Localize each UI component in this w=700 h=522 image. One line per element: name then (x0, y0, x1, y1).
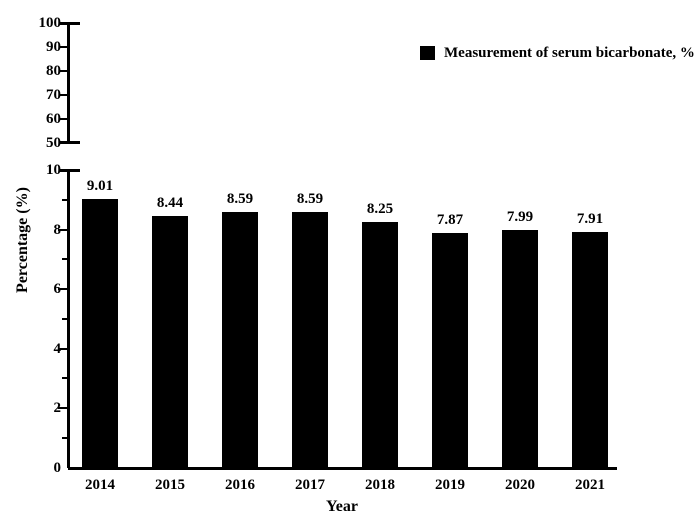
bar-value-label-2015: 8.44 (156, 195, 184, 212)
y-axis-lower-line (67, 170, 70, 468)
y-axis-lower-cap (60, 169, 80, 172)
y-tick-major-8 (58, 228, 67, 231)
bar-value-label-2016: 8.59 (226, 190, 254, 207)
y-tick-minor-3 (62, 377, 67, 380)
bar-value-label-2021: 7.91 (576, 211, 604, 228)
bar-value-label-2014: 9.01 (86, 178, 114, 195)
bar-2021 (572, 232, 608, 468)
y-tick-label-70: 70 (46, 87, 61, 103)
y-tick-upper-90 (59, 46, 67, 48)
bar-2014 (82, 199, 118, 468)
y-tick-label-60: 60 (46, 111, 61, 127)
y-tick-minor-5 (62, 317, 67, 320)
x-tick-label-2020: 2020 (505, 477, 535, 493)
y-tick-label-50: 50 (46, 135, 61, 151)
y-tick-label-8: 8 (53, 221, 62, 238)
x-axis-line (68, 466, 617, 470)
bar-2015 (152, 216, 188, 468)
bar-value-label-2020: 7.99 (506, 208, 534, 225)
bar-2016 (222, 211, 258, 468)
bar-value-label-2017: 8.59 (296, 190, 324, 207)
y-tick-label-6: 6 (53, 281, 62, 297)
x-tick-label-2019: 2019 (435, 477, 465, 493)
x-tick-label-2014: 2014 (85, 477, 115, 493)
x-axis-title: Year (326, 498, 358, 515)
x-tick-label-2016: 2016 (225, 477, 255, 493)
y-tick-upper-70 (59, 94, 67, 96)
legend: Measurement of serum bicarbonate, % (420, 44, 695, 62)
x-tick-label-2015: 2015 (155, 477, 185, 493)
bar-2020 (502, 229, 538, 468)
y-tick-major-6 (58, 288, 67, 290)
y-tick-label-2: 2 (53, 400, 62, 416)
legend-swatch-icon (420, 46, 435, 60)
y-axis-upper-line (67, 23, 70, 143)
x-tick-label-2017: 2017 (295, 477, 325, 493)
y-tick-major-2 (58, 407, 67, 409)
y-tick-label-100: 100 (38, 15, 62, 31)
bar-2018 (362, 222, 398, 468)
legend-label: Measurement of serum bicarbonate, % (444, 45, 695, 61)
bar-value-label-2019: 7.87 (436, 212, 464, 229)
y-tick-major-4 (58, 347, 67, 350)
y-tick-minor-7 (62, 258, 67, 261)
y-tick-minor-9 (62, 198, 67, 201)
x-tick-label-2021: 2021 (575, 477, 605, 493)
y-tick-upper-80 (59, 70, 67, 72)
y-tick-minor-1 (62, 436, 67, 439)
bar-value-label-2018: 8.25 (366, 201, 394, 218)
y-tick-upper-60 (59, 118, 67, 120)
y-axis-upper-cap (60, 141, 80, 144)
bar-2019 (432, 233, 468, 468)
y-tick-label-4: 4 (53, 340, 62, 357)
y-tick-label-10: 10 (46, 162, 61, 178)
y-axis-upper-cap (60, 22, 80, 25)
x-tick-label-2018: 2018 (365, 477, 395, 493)
bar-2017 (292, 211, 328, 468)
y-tick-label-90: 90 (46, 39, 61, 55)
y-tick-label-80: 80 (46, 63, 61, 79)
y-tick-label-0: 0 (53, 459, 62, 476)
